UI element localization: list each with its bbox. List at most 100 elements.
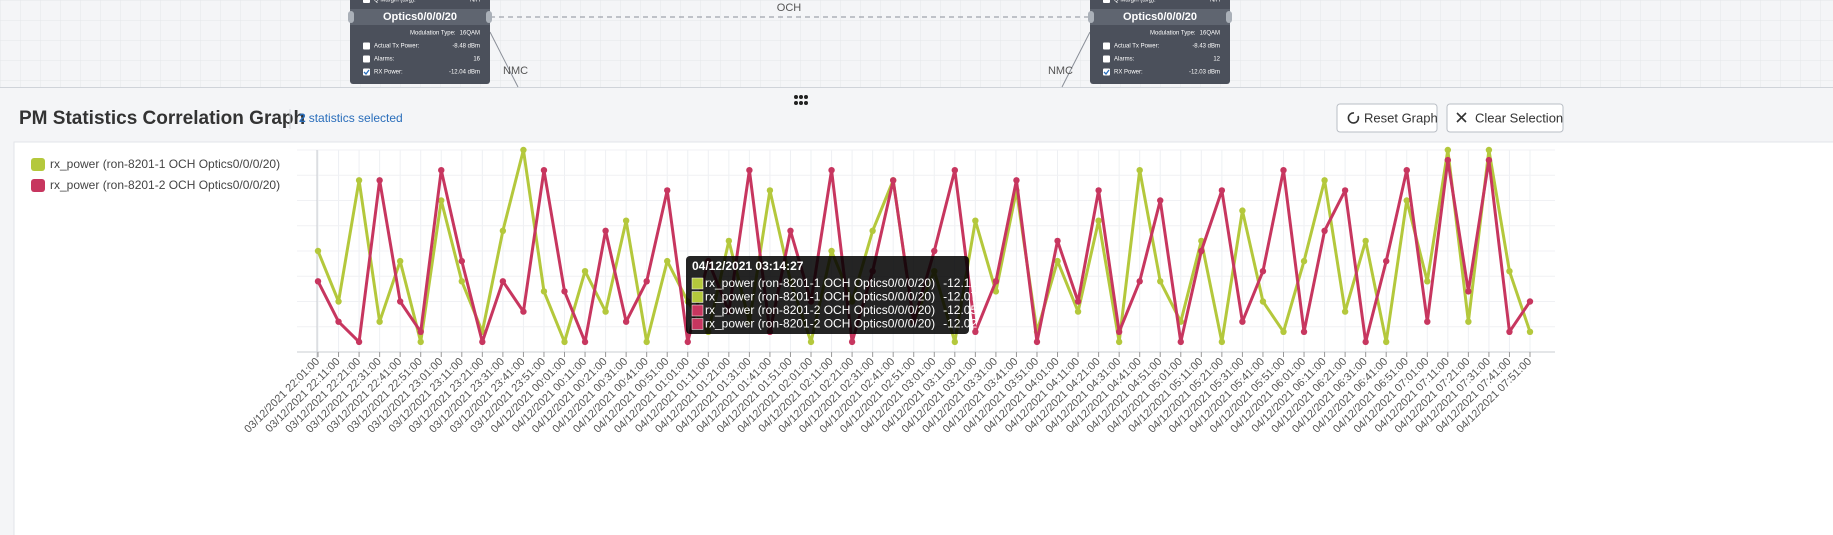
data-point <box>746 167 753 174</box>
card-row-value: -12.03 dBm <box>1189 70 1220 76</box>
data-point <box>992 288 1000 295</box>
data-point <box>1239 207 1246 214</box>
data-point <box>438 197 445 204</box>
port-handle <box>1088 11 1094 23</box>
optics-card[interactable]: Q Margin (avg): N/A Optics0/0/0/20 Modulati… <box>348 0 492 84</box>
topology-canvas <box>0 0 1833 87</box>
legend-item[interactable]: rx_power (ron-8201-2 OCH Optics0/0/0/20) <box>31 178 280 192</box>
optics-card[interactable]: Q Margin (avg): N/A Optics0/0/0/20 Modulati… <box>1088 0 1232 84</box>
data-point <box>972 328 979 335</box>
button[interactable]: Reset Graph <box>1336 103 1438 133</box>
data-point <box>1280 167 1287 174</box>
card-row-value: -8.48 dBm <box>452 44 480 50</box>
data-point <box>335 318 342 325</box>
nmc-link <box>489 31 519 88</box>
tooltip-swatch <box>691 304 704 317</box>
tooltip: 04/12/2021 03:14:27 rx_power (ron-8201-1 … <box>686 256 977 334</box>
data-point <box>1321 227 1328 234</box>
card-row-label: Alarms: <box>1114 57 1135 63</box>
data-point <box>581 268 589 275</box>
data-point <box>1485 156 1493 164</box>
data-point <box>1218 187 1226 194</box>
data-point <box>1259 298 1267 305</box>
data-point <box>931 247 938 255</box>
data-point <box>1383 338 1390 346</box>
tooltip-name: rx_power (ron-8201-1 OCH Optics0/0/0/20) <box>705 290 935 304</box>
card-header <box>350 9 490 25</box>
tooltip-title: 04/12/2021 03:14:27 <box>692 259 804 273</box>
tooltip-bg <box>686 256 969 334</box>
data-point <box>376 177 383 184</box>
data-point <box>1095 217 1102 224</box>
data-point <box>889 177 897 184</box>
button[interactable]: Clear Selection <box>1446 103 1564 133</box>
data-point <box>1506 328 1513 335</box>
data-point <box>1218 338 1226 346</box>
data-point <box>540 288 548 295</box>
button-bg <box>1446 103 1564 133</box>
card-row-value: 16QAM <box>460 31 480 37</box>
data-point <box>1074 308 1082 315</box>
nmc-label: NMC <box>503 65 528 77</box>
data-point <box>684 338 691 346</box>
card-checkbox <box>363 55 370 63</box>
card-row-label: Q Margin (avg): <box>1114 0 1156 4</box>
data-point <box>1054 237 1061 245</box>
data-point <box>581 338 589 346</box>
data-point <box>1157 197 1164 204</box>
tooltip-name: rx_power (ron-8201-1 OCH Optics0/0/0/20) <box>705 276 935 290</box>
legend-item[interactable]: rx_power (ron-8201-1 OCH Optics0/0/0/20) <box>31 157 280 171</box>
data-point <box>314 278 322 285</box>
data-point <box>540 167 548 174</box>
card-header <box>1090 9 1230 25</box>
legend-label: rx_power (ron-8201-2 OCH Optics0/0/0/20) <box>50 178 280 192</box>
link-label: OCH <box>777 2 802 14</box>
card-title: Optics0/0/0/20 <box>383 11 457 23</box>
card-row-label: Actual Tx Power: <box>374 44 420 50</box>
data-point <box>1341 308 1349 315</box>
nmc-label: NMC <box>1048 65 1073 77</box>
card-row-label: Alarms: <box>374 57 395 63</box>
card-row-value: 12 <box>1213 57 1220 63</box>
data-point <box>1424 278 1431 285</box>
data-point <box>828 247 835 255</box>
data-point <box>1465 288 1472 295</box>
card-row-label: RX Power: <box>1114 70 1143 76</box>
tooltip-value: -12.11 <box>943 276 976 290</box>
card-row-value: -8.43 dBm <box>1192 44 1220 50</box>
data-point <box>848 338 856 346</box>
data-point <box>766 187 774 194</box>
legend-swatch <box>31 179 45 192</box>
card-row-label: Actual Tx Power: <box>1114 44 1160 50</box>
port-handle <box>1226 11 1232 23</box>
checkmark <box>1103 69 1110 75</box>
data-point <box>807 338 815 346</box>
data-point <box>1444 156 1452 164</box>
port-handle <box>486 11 492 23</box>
data-point <box>1115 338 1123 346</box>
data-point <box>1485 146 1493 154</box>
button-label: Clear Selection <box>1475 110 1563 125</box>
checkmark <box>363 69 370 75</box>
resize-handle[interactable] <box>794 95 808 105</box>
tooltip-value: -12.02 <box>943 317 977 331</box>
card-row-label: Modulation Type: <box>410 31 456 37</box>
data-point <box>602 227 609 234</box>
tooltip-value: -12.05 <box>943 303 977 317</box>
data-point <box>1095 187 1102 194</box>
card-checkbox <box>363 42 370 50</box>
data-point <box>992 278 1000 285</box>
legend-swatch <box>31 158 45 171</box>
data-point <box>828 167 835 174</box>
data-point <box>1362 237 1369 245</box>
data-point <box>376 318 383 325</box>
data-point <box>499 227 507 234</box>
data-point <box>1054 257 1061 265</box>
data-point <box>869 227 876 234</box>
data-point <box>643 278 650 285</box>
data-point <box>1444 146 1452 154</box>
button-bg <box>1336 103 1438 133</box>
data-point <box>622 217 630 224</box>
data-point <box>561 288 568 295</box>
